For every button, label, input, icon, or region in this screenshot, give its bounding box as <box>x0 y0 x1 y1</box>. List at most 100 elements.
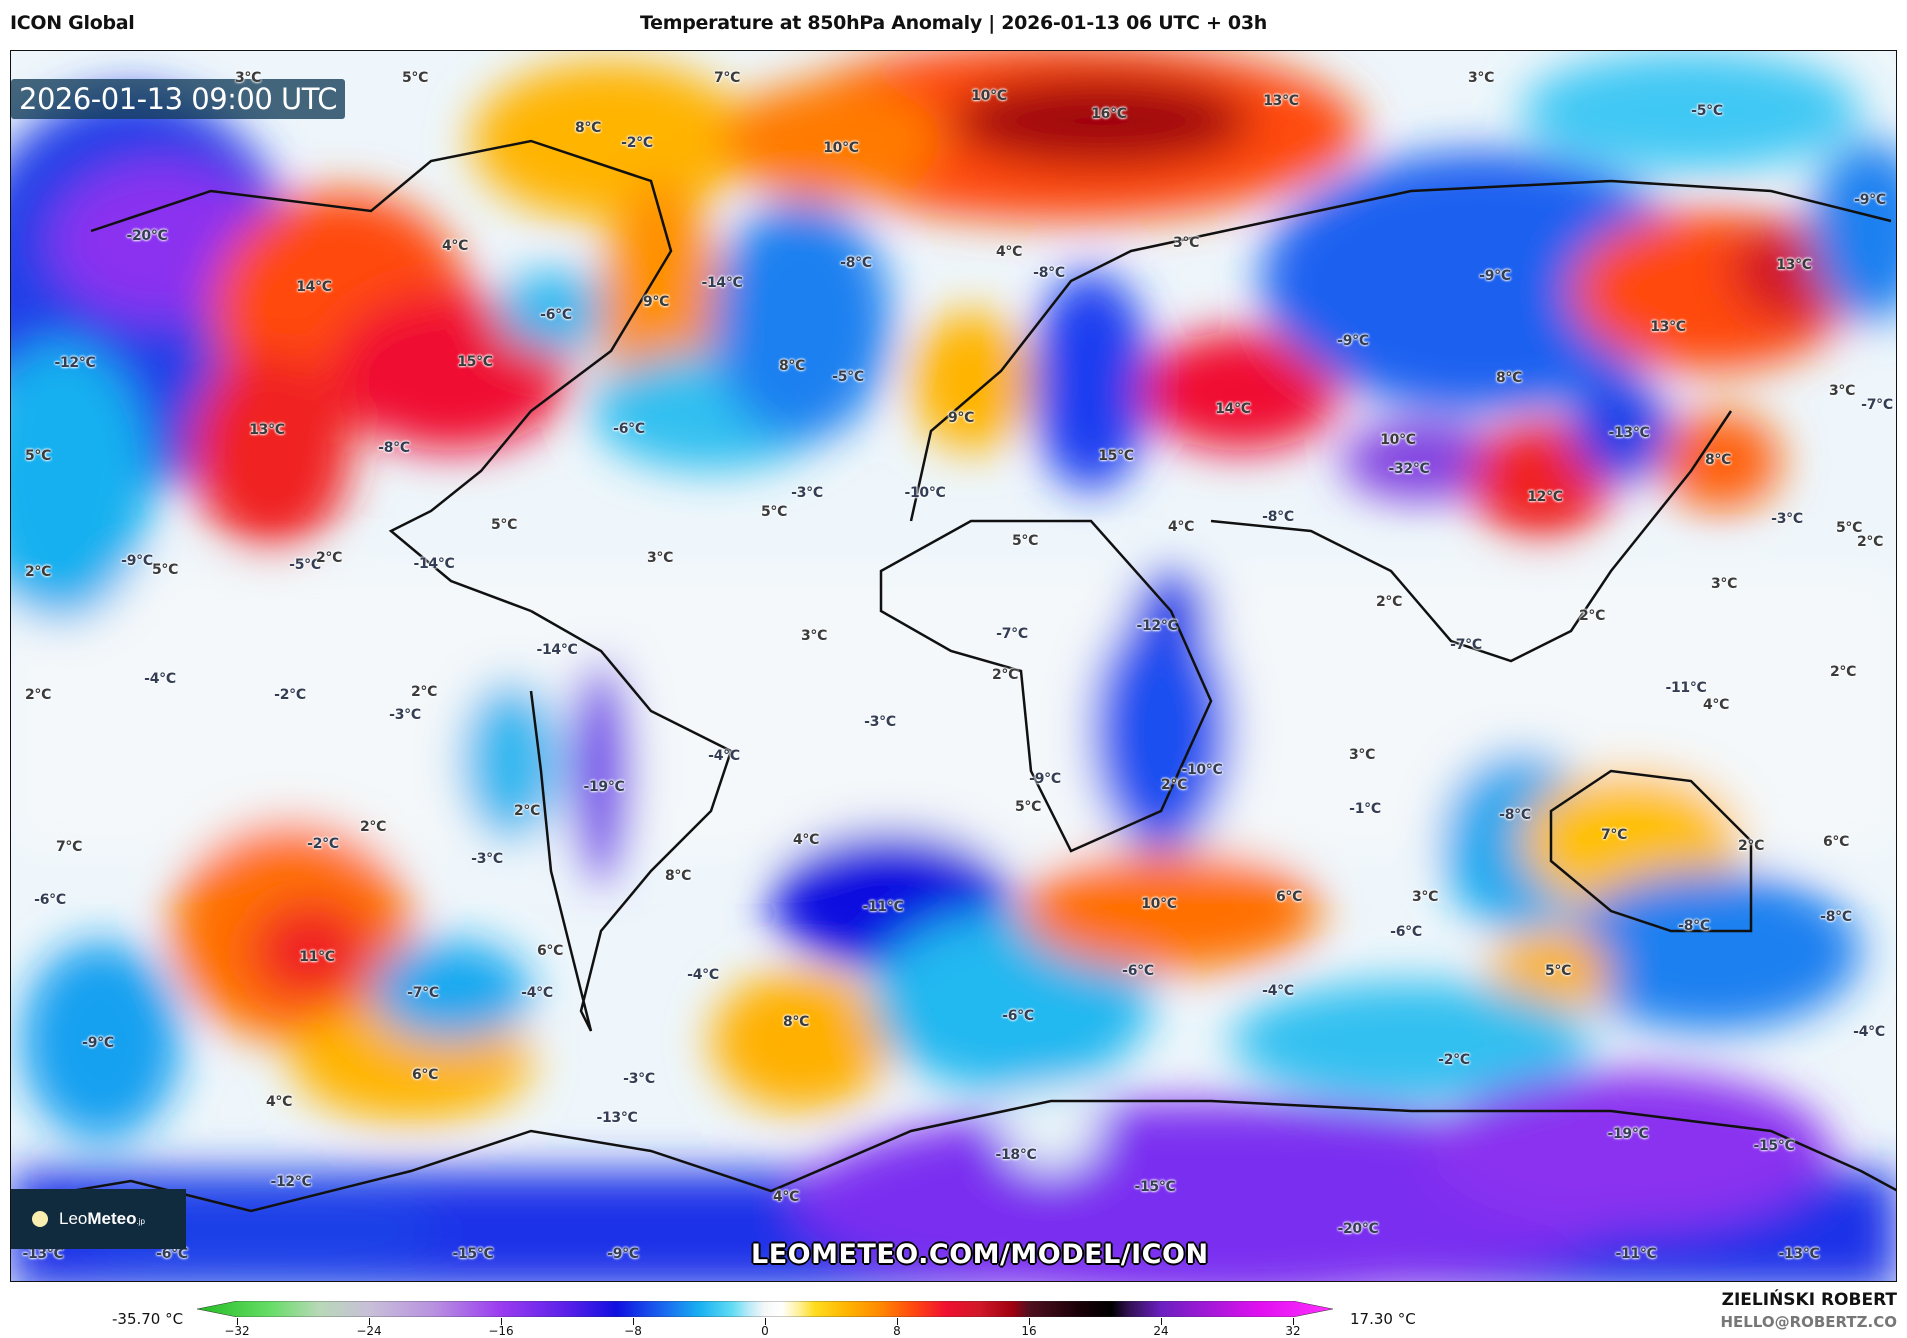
colorbar-tick-mark <box>237 1318 238 1325</box>
temperature-label: -32°C <box>1388 461 1430 477</box>
temperature-label: 2°C <box>1375 594 1403 610</box>
temperature-label: 10°C <box>823 140 859 156</box>
model-name: ICON Global <box>10 12 135 34</box>
temperature-label: -4°C <box>1853 1024 1885 1040</box>
temperature-label: 15°C <box>1098 448 1134 464</box>
temperature-label: -4°C <box>1262 983 1294 999</box>
chart-title: Temperature at 850hPa Anomaly | 2026-01-… <box>640 12 1267 34</box>
temperature-label: -18°C <box>995 1147 1037 1163</box>
temperature-label: 3°C <box>1411 889 1439 905</box>
temperature-label: 3°C <box>800 628 828 644</box>
coastlines <box>11 139 1896 1213</box>
temperature-label: 4°C <box>772 1189 800 1205</box>
temperature-label: 3°C <box>1467 70 1495 86</box>
temperature-label: -2°C <box>274 687 306 703</box>
temperature-label: 2°C <box>1578 608 1606 624</box>
temperature-label: 2°C <box>1160 777 1188 793</box>
temperature-label: 14°C <box>1215 401 1251 417</box>
temperature-label: -11°C <box>862 899 904 915</box>
colorbar-tick-mark <box>369 1318 370 1325</box>
temperature-label: 5°C <box>490 517 518 533</box>
temperature-label: 13°C <box>249 422 285 438</box>
temperature-label: 4°C <box>265 1094 293 1110</box>
temperature-label: -19°C <box>1607 1126 1649 1142</box>
temperature-label: -13°C <box>596 1110 638 1126</box>
temperature-label: 2°C <box>1829 664 1857 680</box>
colorbar-tick-label: −16 <box>488 1324 514 1338</box>
temperature-label: -3°C <box>623 1071 655 1087</box>
temperature-label: 12°C <box>1527 489 1563 505</box>
colorbar-tick-mark <box>765 1318 766 1325</box>
temperature-label: -12°C <box>1136 618 1178 634</box>
valid-time-badge: 2026-01-13 09:00 UTC <box>11 79 346 119</box>
temperature-label: -8°C <box>1678 918 1710 934</box>
colorbar-tick-mark <box>1161 1318 1162 1325</box>
colorbar-tick-mark <box>1293 1318 1294 1325</box>
author-email: HELLO@ROBERTZ.CO <box>1720 1313 1897 1331</box>
temperature-label: 5°C <box>1011 533 1039 549</box>
temperature-label: 5°C <box>760 504 788 520</box>
temperature-label: -3°C <box>1771 511 1803 527</box>
temperature-label: 4°C <box>995 244 1023 260</box>
colorbar-min-value: -35.70 °C <box>112 1310 184 1328</box>
temperature-label: 2°C <box>410 684 438 700</box>
colorbar-tick-label: 32 <box>1285 1324 1301 1338</box>
colorbar-tick-label: 0 <box>761 1324 769 1338</box>
colorbar-tick-label: 8 <box>893 1324 901 1338</box>
temperature-label: -6°C <box>1390 924 1422 940</box>
temperature-label: -6°C <box>156 1246 188 1262</box>
colorbar-max-value: 17.30 °C <box>1350 1310 1416 1328</box>
temperature-label: 6°C <box>1275 889 1303 905</box>
temperature-label: 8°C <box>664 868 692 884</box>
temperature-label: -9°C <box>82 1035 114 1051</box>
colorbar-tick-mark <box>501 1318 502 1325</box>
temperature-label: 2°C <box>359 819 387 835</box>
temperature-label: -7°C <box>1450 637 1482 653</box>
colorbar-tick-label: 16 <box>1021 1324 1037 1338</box>
temperature-label: 7°C <box>713 70 741 86</box>
temperature-label: 3°C <box>1828 383 1856 399</box>
temperature-label: 13°C <box>1650 319 1686 335</box>
temperature-label: -3°C <box>791 485 823 501</box>
temperature-label: -5°C <box>1691 103 1723 119</box>
temperature-label: -15°C <box>452 1246 494 1262</box>
temperature-label: -2°C <box>621 135 653 151</box>
temperature-label: 6°C <box>411 1067 439 1083</box>
temperature-label: -9°C <box>607 1246 639 1262</box>
temperature-label: 3°C <box>1710 576 1738 592</box>
colorbar <box>197 1301 1333 1317</box>
temperature-label: 7°C <box>1600 827 1628 843</box>
temperature-label: -6°C <box>34 892 66 908</box>
temperature-label: 6°C <box>1822 834 1850 850</box>
temperature-label: 3°C <box>1348 747 1376 763</box>
temperature-label: -20°C <box>126 228 168 244</box>
colorbar-tick-mark <box>897 1318 898 1325</box>
temperature-label: 10°C <box>1141 896 1177 912</box>
anomaly-field <box>11 51 1896 1281</box>
temperature-label: 5°C <box>1835 520 1863 536</box>
temperature-label: -3°C <box>389 707 421 723</box>
temperature-label: -13°C <box>1608 425 1650 441</box>
colorbar-tick-label: −8 <box>624 1324 642 1338</box>
leometeo-logo[interactable]: LeoMeteo.jp <box>11 1189 186 1249</box>
temperature-label: 4°C <box>1702 697 1730 713</box>
temperature-label: -9°C <box>1479 268 1511 284</box>
temperature-label: 8°C <box>778 358 806 374</box>
temperature-label: -14°C <box>413 556 455 572</box>
temperature-label: -6°C <box>1122 963 1154 979</box>
temperature-label: 2°C <box>24 564 52 580</box>
temperature-label: 9°C <box>947 410 975 426</box>
temperature-label: 8°C <box>782 1014 810 1030</box>
temperature-label: -10°C <box>904 485 946 501</box>
temperature-label: 10°C <box>971 88 1007 104</box>
temperature-label: -8°C <box>1033 265 1065 281</box>
temperature-label: -14°C <box>536 642 578 658</box>
temperature-label: 15°C <box>457 354 493 370</box>
temperature-label: -1°C <box>1349 801 1381 817</box>
temperature-label: 6°C <box>536 943 564 959</box>
temperature-label: -11°C <box>1665 680 1707 696</box>
temperature-label: -12°C <box>270 1174 312 1190</box>
temperature-label: -4°C <box>687 967 719 983</box>
colorbar-tick-mark <box>633 1318 634 1325</box>
colorbar-tick-label: 24 <box>1153 1324 1169 1338</box>
